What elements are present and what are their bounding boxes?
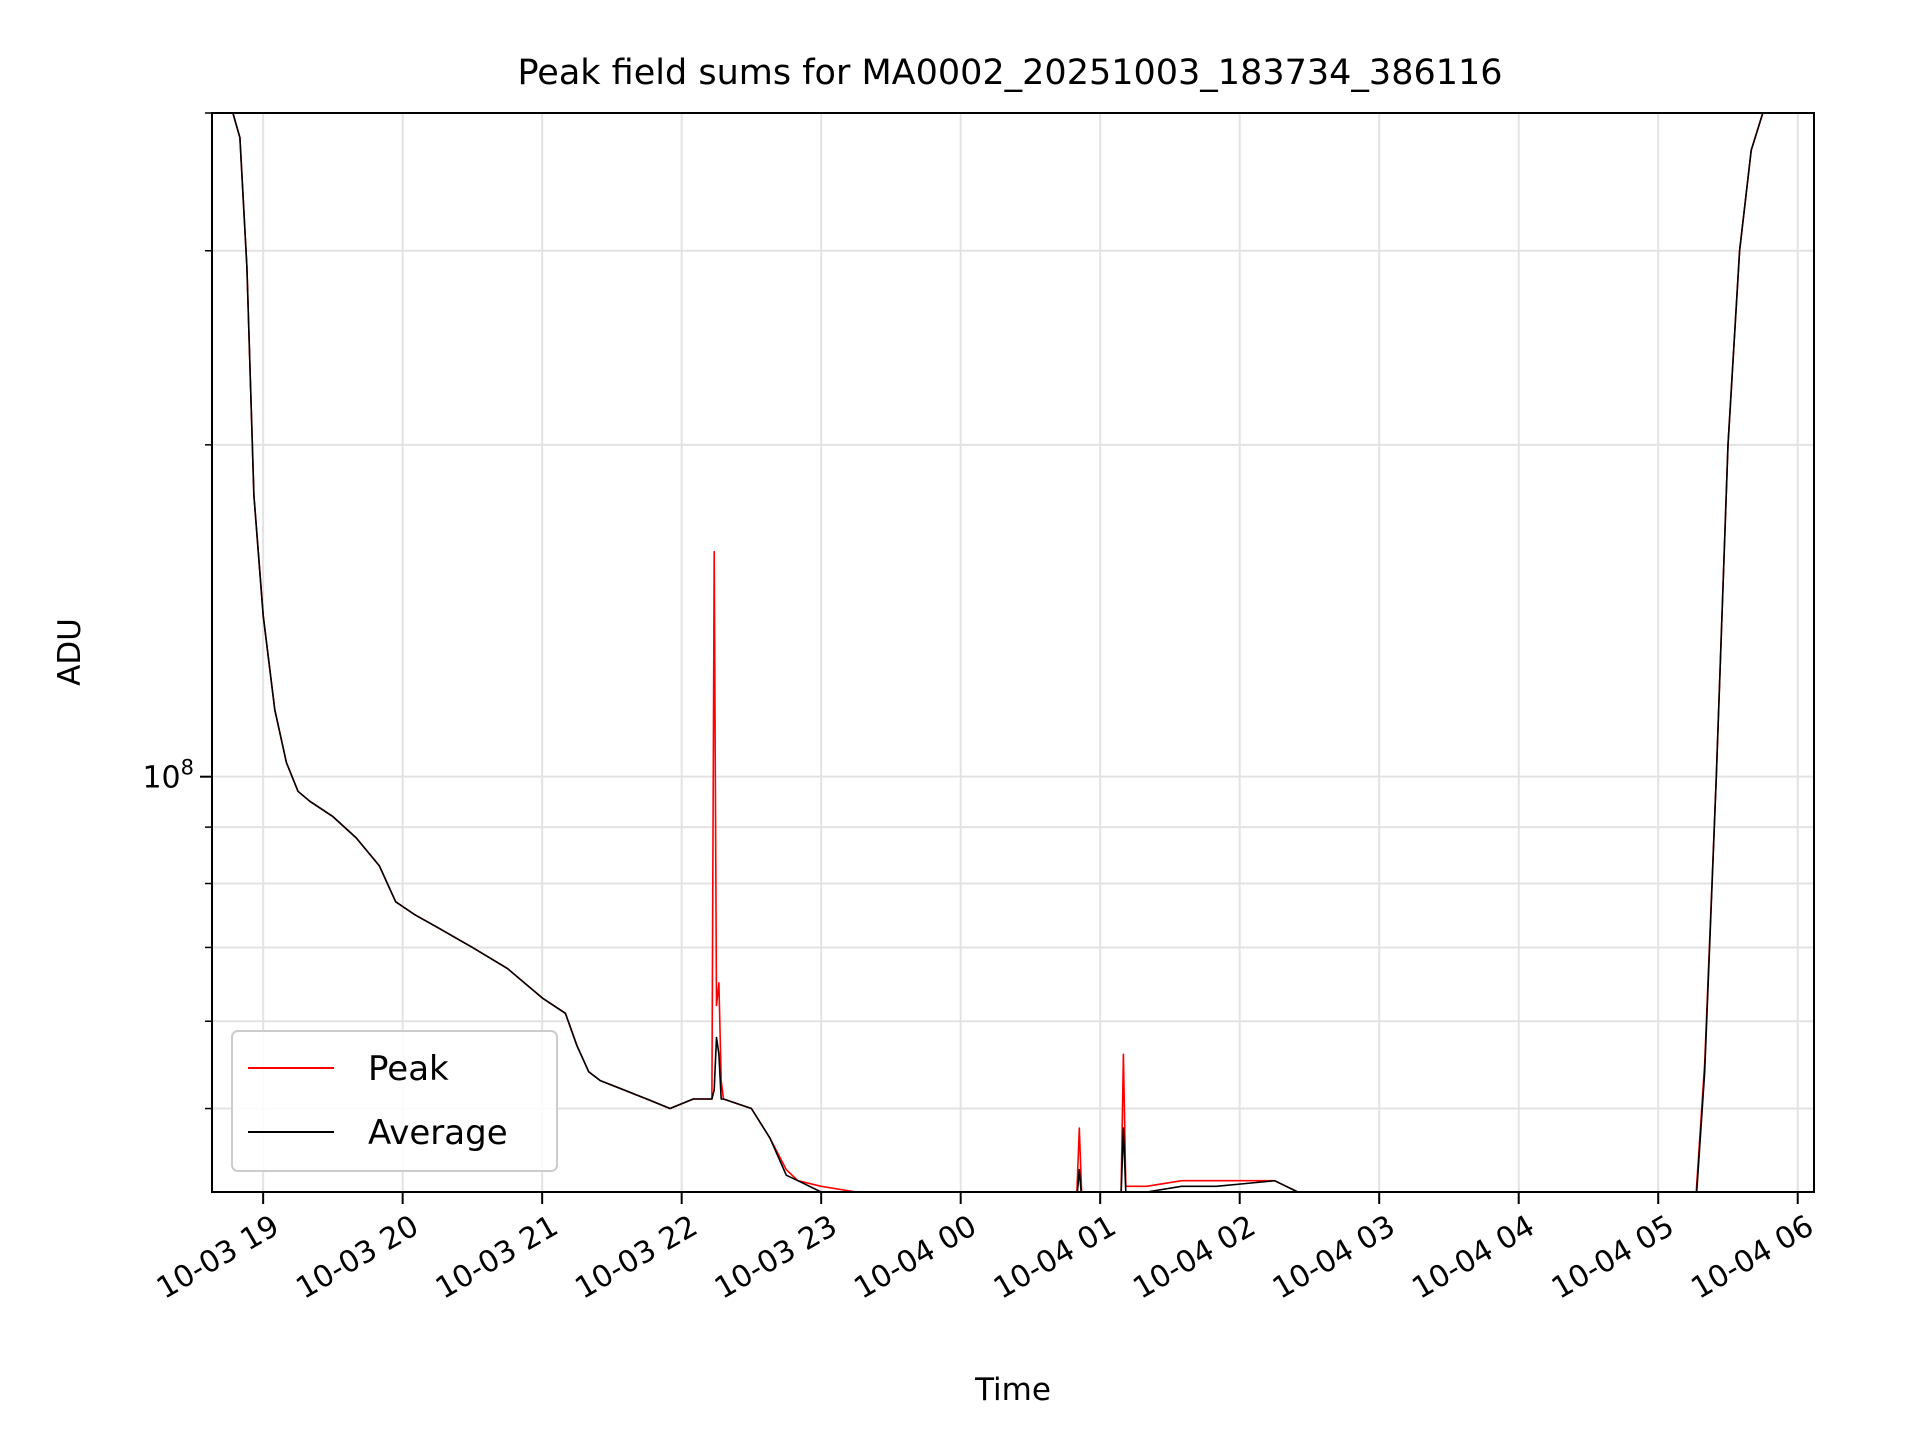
series-line-average-point <box>1739 250 1741 252</box>
series-line-peak-point <box>713 551 715 553</box>
series-line-peak-point <box>1146 1186 1148 1188</box>
legend: Peak Average <box>231 1030 558 1172</box>
series-line-average-point <box>669 1108 671 1110</box>
series-line-average-point <box>1716 776 1718 778</box>
data-series <box>232 113 1814 1192</box>
series-line-average-point <box>472 947 474 949</box>
series-line-peak-point <box>718 982 720 984</box>
chart-title: Peak field sums for MA0002_20251003_1837… <box>517 53 1502 93</box>
series-line-peak-point <box>820 1186 822 1188</box>
legend-label-peak: Peak <box>368 1049 449 1089</box>
series-line-average-point <box>507 968 509 970</box>
series-line-average-point <box>1079 1169 1081 1171</box>
series-line-average-point <box>718 1054 720 1056</box>
series-line-average-point <box>1216 1186 1218 1188</box>
series-line-peak-point <box>1079 1127 1081 1129</box>
y-tick-label: 108 <box>142 756 194 796</box>
series-line-average-point <box>720 1098 722 1100</box>
series-line-peak-point <box>1123 1054 1125 1056</box>
series-line-average-point <box>239 137 241 139</box>
plot-frame <box>211 112 1815 1193</box>
series-line-average-point <box>600 1080 602 1082</box>
series-line-average-point <box>253 495 255 497</box>
series-line-average-point <box>1727 444 1729 446</box>
series-line-average-point <box>693 1098 695 1100</box>
series-line-average-point <box>379 865 381 867</box>
series-line-peak-point <box>786 1169 788 1171</box>
series-line-average-point <box>332 816 334 818</box>
series-line-average-point <box>797 1180 799 1182</box>
series-line-average-point <box>1750 150 1752 152</box>
series-line-average-point <box>769 1137 771 1139</box>
series-line-average-point <box>395 901 397 903</box>
series-line-average-point <box>751 1108 753 1110</box>
legend-label-average: Average <box>368 1113 508 1153</box>
series-line-average-point <box>723 1098 725 1100</box>
y-axis-label: ADU <box>52 618 88 686</box>
series-line-average-point <box>262 615 264 617</box>
series-line-peak-point <box>716 1005 718 1007</box>
series-line-average-point <box>274 709 276 711</box>
x-axis-label: Time <box>974 1372 1051 1408</box>
series-line-average-point <box>588 1071 590 1073</box>
series-line-average-point <box>286 762 288 764</box>
series-line-average-point <box>246 266 248 268</box>
series-line-average-point <box>1123 1127 1125 1129</box>
series-line-average-point <box>437 927 439 929</box>
series-line-average-point <box>716 1037 718 1039</box>
series-line-average-point <box>355 837 357 839</box>
series-line-average-point <box>1181 1186 1183 1188</box>
series-line-average-point <box>711 1098 713 1100</box>
series-line-average-point <box>414 914 416 916</box>
y-axis: 108 <box>142 112 212 1110</box>
series-line-peak-point <box>1216 1180 1218 1182</box>
series-line-average <box>232 113 1814 1192</box>
series-line-average-point <box>713 1089 715 1091</box>
series-line-average-point <box>646 1098 648 1100</box>
series-line-average-point <box>541 997 543 999</box>
series-line-average-point <box>1274 1180 1276 1182</box>
series-line-average-point <box>623 1089 625 1091</box>
series-line-average-point <box>297 791 299 793</box>
series-line-average-point <box>1704 1071 1706 1073</box>
series-line-average-point <box>1251 1182 1253 1184</box>
series-line-average-point <box>576 1045 578 1047</box>
series-line-average-point <box>786 1174 788 1176</box>
series-line-average-point <box>309 800 311 802</box>
series-line-average-point <box>565 1013 567 1015</box>
series-line-peak-point <box>1251 1180 1253 1182</box>
series-line-peak-point <box>1181 1180 1183 1182</box>
legend-box <box>231 1030 558 1172</box>
